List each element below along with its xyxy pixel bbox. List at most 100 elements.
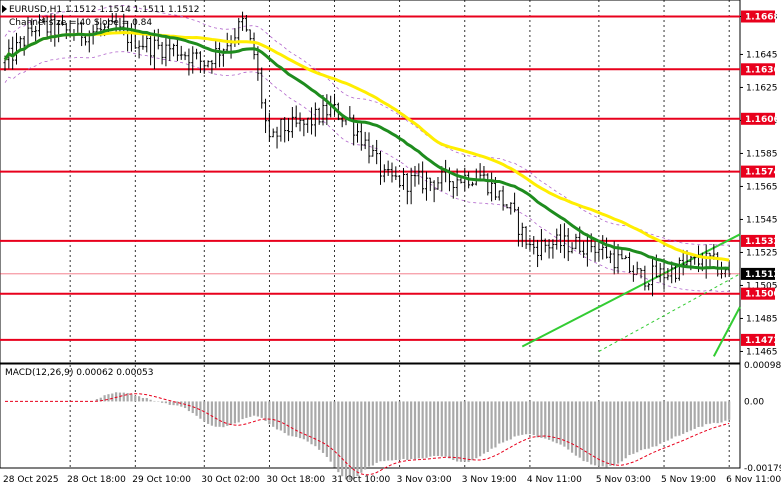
candle: [34, 25, 38, 44]
candle: [386, 160, 390, 177]
candle: [283, 117, 287, 143]
candle: [18, 36, 22, 51]
candle: [160, 41, 164, 65]
candle: [156, 28, 160, 50]
candle: [264, 98, 268, 134]
candle: [516, 206, 520, 247]
level-tag: [741, 63, 775, 76]
candle: [256, 46, 260, 81]
candle: [398, 175, 402, 188]
sma-fast-line: [3, 27, 730, 270]
macd-tick-label: 0.00: [744, 397, 764, 407]
candle: [198, 51, 202, 73]
candle: [191, 46, 195, 74]
x-tick-label: 3 Nov 19:00: [462, 475, 517, 485]
x-tick-label: 5 Nov 19:00: [661, 475, 716, 485]
candle: [378, 151, 382, 185]
candle: [271, 128, 275, 138]
y-tick-label: 1.1625: [746, 83, 778, 93]
candle: [421, 161, 425, 194]
y-tick-label: 1.1645: [746, 50, 778, 60]
candle: [22, 35, 26, 56]
level-tag-label: 1.1636: [745, 65, 780, 75]
candle: [244, 15, 248, 32]
x-tick-label: 30 Oct 18:00: [266, 475, 325, 485]
candle: [432, 180, 436, 203]
candle: [110, 12, 114, 23]
candle: [45, 16, 49, 39]
candle: [179, 45, 183, 60]
candle: [693, 255, 697, 265]
candle: [463, 167, 467, 192]
level-tag-label: 1.1574: [745, 168, 780, 178]
candle: [137, 40, 141, 59]
candle: [639, 268, 643, 279]
candle: [470, 181, 474, 187]
y-tick-label: 1.1585: [746, 149, 778, 159]
candle: [490, 172, 494, 202]
level-tag: [741, 112, 775, 125]
sma-slow-line: [3, 30, 730, 262]
moving-averages: [3, 27, 730, 270]
candle: [141, 34, 145, 50]
candle: [367, 132, 371, 164]
candle: [145, 33, 149, 53]
candle: [513, 192, 517, 213]
candle: [241, 11, 245, 31]
candle: [440, 166, 444, 192]
candle: [363, 131, 367, 150]
x-tick-label: 5 Nov 03:00: [596, 475, 651, 485]
candle: [459, 177, 463, 184]
candle: [428, 177, 432, 192]
candle: [532, 236, 536, 255]
dropdown-arrow-icon: [2, 5, 7, 13]
price-panel: [0, 0, 741, 364]
candle: [195, 48, 199, 60]
candle: [605, 237, 609, 259]
price-channel: [521, 233, 741, 357]
candle: [321, 94, 325, 126]
candle: [287, 117, 291, 142]
candle: [164, 36, 168, 67]
x-tick-label: 31 Oct 10:00: [332, 475, 391, 485]
candle: [168, 36, 172, 61]
candle: [390, 162, 394, 183]
candle: [528, 237, 532, 251]
candle: [302, 119, 306, 137]
candle: [279, 118, 283, 142]
level-tag: [741, 287, 775, 300]
x-tick-label: 4 Nov 11:00: [527, 475, 582, 485]
candle: [290, 106, 294, 138]
candle: [409, 167, 413, 205]
x-tick-label: 3 Nov 03:00: [397, 475, 452, 485]
candle: [520, 222, 524, 248]
candle: [371, 144, 375, 157]
candle: [30, 18, 34, 37]
candle: [524, 226, 528, 249]
current-price-label: 1.1512: [745, 270, 780, 280]
candle: [482, 166, 486, 181]
candle: [436, 176, 440, 190]
candle: [501, 185, 505, 211]
level-tag-label: 1.1500: [745, 290, 780, 300]
candle: [248, 29, 252, 41]
candle: [183, 51, 187, 61]
candle: [536, 239, 540, 268]
candle: [593, 241, 597, 262]
level-tag-label: 1.1472: [745, 336, 780, 346]
candle: [658, 263, 662, 283]
candle: [455, 168, 459, 197]
candle: [708, 252, 712, 268]
candle: [60, 14, 64, 26]
candle: [356, 123, 360, 143]
candle: [172, 43, 176, 57]
candle: [210, 59, 214, 74]
candle: [651, 258, 655, 297]
candle: [149, 34, 153, 66]
level-tag: [741, 10, 775, 23]
candle: [574, 233, 578, 250]
candle: [298, 112, 302, 132]
candle: [597, 239, 601, 262]
candle: [539, 228, 543, 261]
